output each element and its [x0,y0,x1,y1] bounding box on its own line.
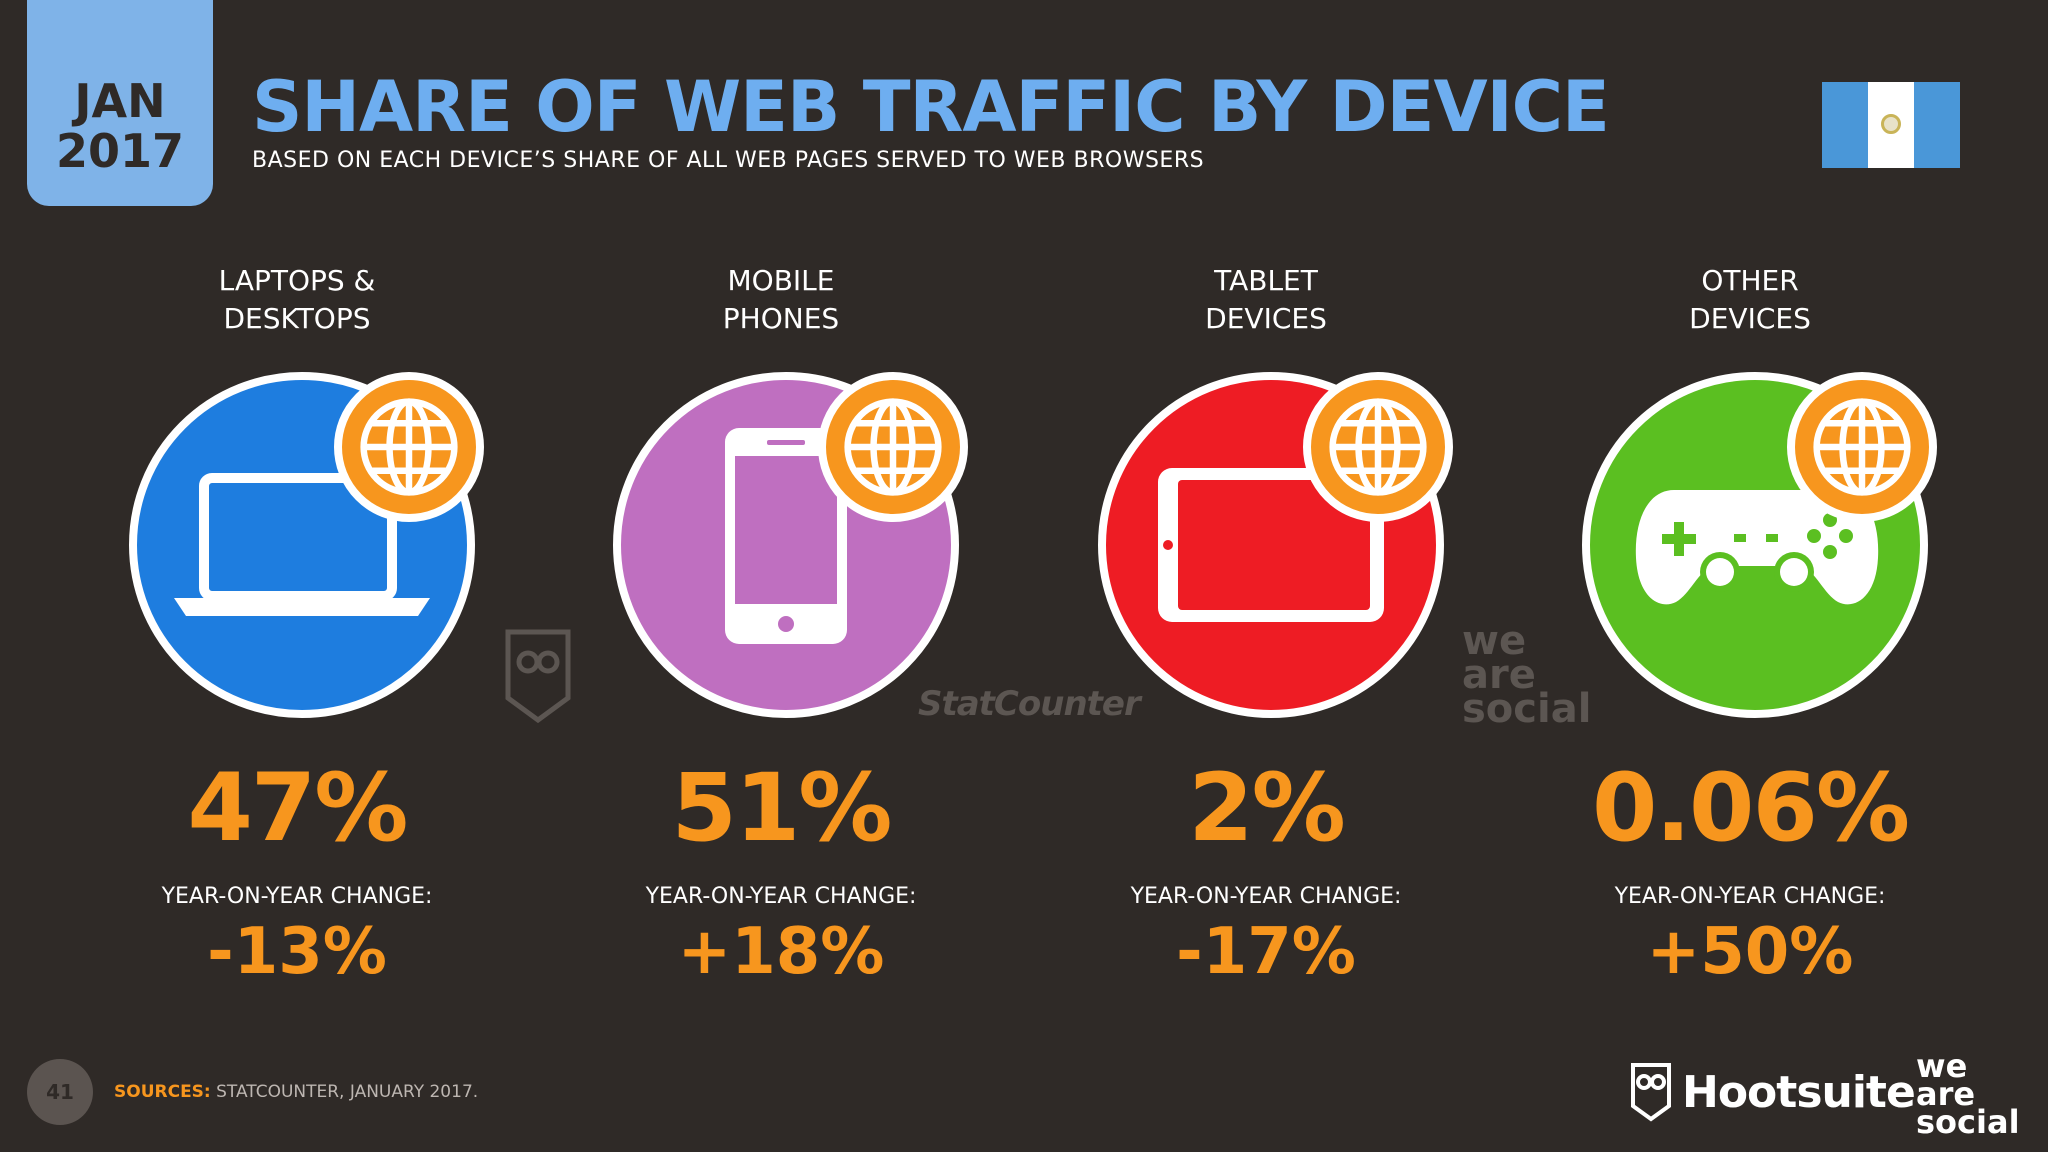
yoy-label: YEAR-ON-YEAR CHANGE: [161,884,433,909]
slide-title: SHARE OF WEB TRAFFIC BY DEVICE [252,66,1610,148]
sources-line: SOURCES: STATCOUNTER, JANUARY 2017. [114,1082,478,1102]
device-circle [613,372,968,718]
guatemala-flag [1822,82,1960,168]
hootsuite-owl-icon [1631,1063,1671,1122]
statcounter-watermark: StatCounter [918,684,1141,724]
device-label: LAPTOPS & DESKTOPS [57,262,537,338]
slide-subtitle: BASED ON EACH DEVICE’S SHARE OF ALL WEB … [252,148,1205,173]
date-year: 2017 [55,124,185,178]
device-circle [1098,372,1453,718]
device-label-line2: DESKTOPS [223,302,371,335]
device-label-line2: DEVICES [1689,302,1811,335]
was-logo-line2: are [1916,1075,1976,1113]
was-watermark-line1: we [1462,618,1527,664]
owl-watermark-icon [505,629,571,724]
date-month: JAN [74,74,166,128]
yoy-label: YEAR-ON-YEAR CHANGE: [1130,884,1402,909]
hootsuite-logo: Hootsuite [1630,1062,1916,1122]
date-tab: JAN 2017 [27,0,213,206]
device-label-line1: MOBILE [727,264,835,297]
globe-badge [818,372,968,522]
globe-icon [844,398,942,496]
device-label-line1: TABLET [1214,264,1318,297]
device-percent: 51% [671,754,893,863]
was-logo-line1: we [1916,1047,1968,1085]
globe-badge [1787,372,1937,522]
globe-badge [1303,372,1453,522]
globe-icon [360,398,458,496]
yoy-value: +18% [677,915,885,989]
gamepad-icon [1635,490,1879,605]
device-percent: 47% [187,754,409,863]
device-label: TABLET DEVICES [1026,262,1506,338]
globe-badge [334,372,484,522]
sources-label: SOURCES: [114,1082,211,1102]
was-watermark-line3: social [1462,686,1592,732]
device-label-line1: OTHER [1701,264,1799,297]
yoy-label: YEAR-ON-YEAR CHANGE: [645,884,917,909]
page-number: 41 [27,1059,93,1125]
device-label: MOBILE PHONES [541,262,1021,338]
was-logo-line3: social [1916,1103,2020,1141]
was-watermark-line2: are [1462,652,1536,698]
yoy-label: YEAR-ON-YEAR CHANGE: [1614,884,1886,909]
device-percent: 0.06% [1591,754,1910,863]
yoy-value: -13% [207,915,387,989]
globe-icon [1813,398,1911,496]
yoy-value: +50% [1646,915,1854,989]
sources-text: STATCOUNTER, JANUARY 2017. [216,1082,479,1102]
mobile-phone-icon [725,428,847,644]
hootsuite-wordmark: Hootsuite [1682,1066,1916,1118]
device-label-line1: LAPTOPS & [218,264,376,297]
flag-emblem-icon [1881,114,1901,134]
device-label: OTHER DEVICES [1510,262,1990,338]
yoy-value: -17% [1176,915,1356,989]
globe-icon [1329,398,1427,496]
device-label-line2: DEVICES [1205,302,1327,335]
device-label-line2: PHONES [722,302,840,335]
we-are-social-logo: we are social [1916,1047,2020,1141]
tablet-icon [1158,468,1384,622]
was-watermark: we are social [1462,618,1592,732]
laptop-icon [174,473,430,616]
device-percent: 2% [1188,754,1346,863]
device-circle [1582,372,1937,718]
device-circle [129,372,484,718]
